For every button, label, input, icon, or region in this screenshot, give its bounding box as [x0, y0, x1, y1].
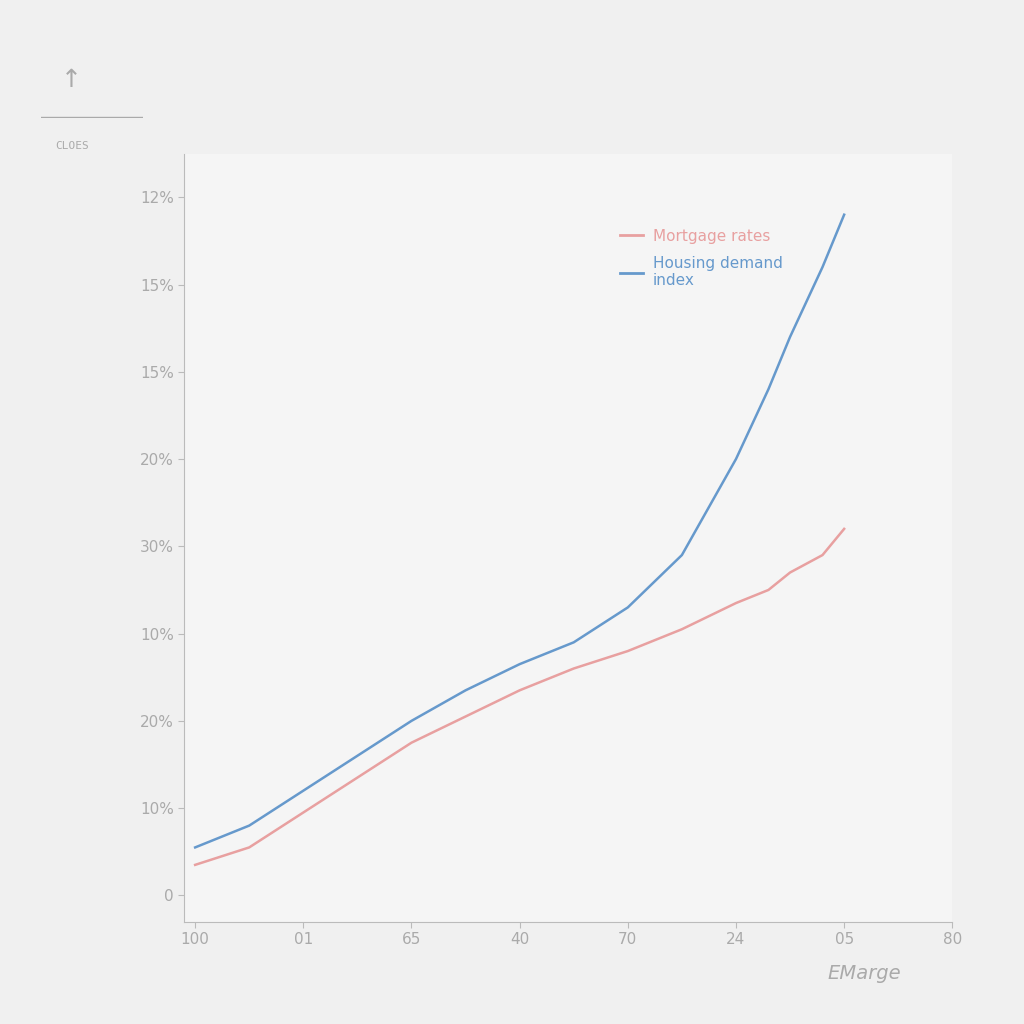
Legend: Mortgage rates, Housing demand
index: Mortgage rates, Housing demand index: [614, 222, 788, 295]
Text: EMarge: EMarge: [827, 964, 901, 983]
Text: ↑: ↑: [61, 69, 82, 92]
Text: CLOES: CLOES: [55, 141, 88, 152]
